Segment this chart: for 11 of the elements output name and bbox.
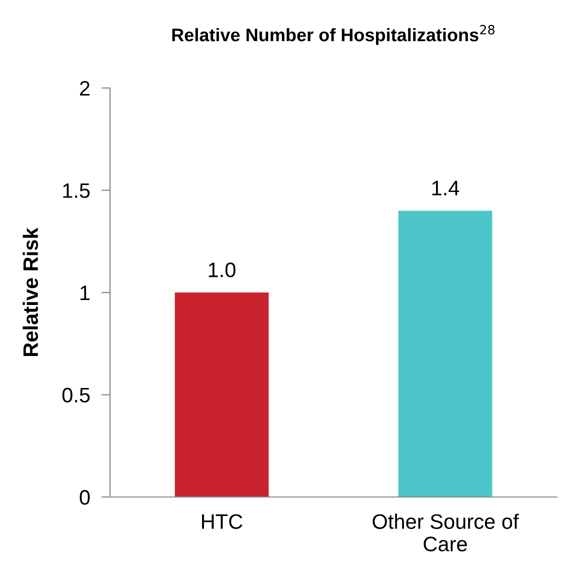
data-label: 1.0 (208, 262, 236, 278)
y-tick-label: 1 (80, 286, 90, 300)
chart-title: Relative Number of Hospitalizations$^{28}$ (172, 24, 494, 45)
data-label: 1.4 (432, 180, 460, 196)
y-tick-label: 0 (80, 490, 90, 505)
x-tick-label: Other Source of Care (372, 514, 519, 552)
y-tick-label: 0.5 (62, 388, 90, 403)
x-tick-label: HTC (202, 514, 242, 529)
y-axis-title: Relative Risk (22, 228, 38, 356)
y-tick-label: 2 (80, 81, 90, 96)
y-tick-label: 1.5 (63, 183, 90, 198)
